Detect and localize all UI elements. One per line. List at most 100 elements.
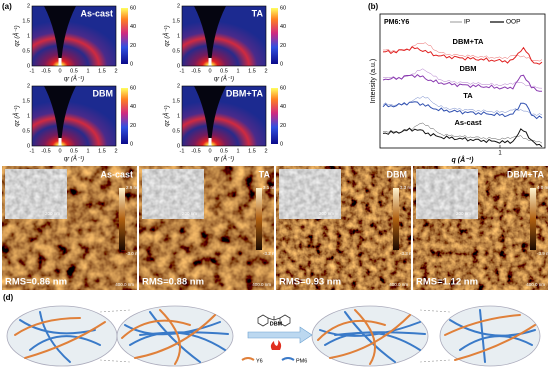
colorbar-max-label: 4.0 nm [537, 185, 550, 190]
y-tick-label: 1.5 [172, 98, 180, 104]
y-tick-label: 1.5 [172, 18, 180, 24]
x-tick-label: -0.5 [191, 68, 200, 74]
colorbar [121, 88, 128, 144]
giwaxs-image [32, 6, 116, 66]
scale-bar-label: 400.0 nm [252, 282, 271, 287]
x-axis-label: qr (Å⁻¹) [64, 76, 84, 83]
x-tick-label: 0 [58, 148, 61, 154]
x-tick-label: 2 [264, 68, 267, 74]
plot-frame [379, 13, 546, 149]
height-colorbar [119, 188, 125, 250]
x-axis-label: qr (Å⁻¹) [214, 76, 234, 83]
missing-wedge [44, 6, 76, 66]
x-tick-label: 0 [208, 68, 211, 74]
x-tick-label: 1.5 [248, 68, 256, 74]
height-colorbar [256, 188, 262, 250]
x-axis-label: q (Å⁻¹) [452, 155, 475, 164]
x-tick-label: -1 [30, 68, 35, 74]
beamstop [208, 138, 212, 146]
colorbar-tick-label: 0 [280, 141, 283, 147]
afm-phase-inset [142, 169, 204, 219]
colorbar-tick-label: 60 [280, 85, 286, 91]
sample-label: As-cast [100, 169, 133, 179]
curve-label: As-cast [454, 118, 482, 127]
colorbar-max-label: 3.3 nm [400, 185, 414, 190]
y-axis-label: Intensity (a.u.) [370, 59, 377, 103]
curve-label: DBM+TA [453, 37, 484, 46]
sample-label: DBM+TA [226, 88, 264, 98]
colorbar-tick-label: 20 [130, 123, 136, 129]
colorbar [271, 8, 278, 64]
x-tick-label: 0 [58, 68, 61, 74]
giwaxs-image [32, 86, 116, 146]
inset-scale-label: 200 nm [182, 211, 197, 216]
rms-label: RMS=0.93 nm [279, 277, 341, 288]
x-tick-label: 2 [114, 68, 117, 74]
afm-phase-inset [279, 169, 341, 219]
oop-curve [382, 46, 543, 65]
y-tick-label: 1.5 [22, 98, 30, 104]
x-tick-label: 1 [86, 68, 89, 74]
y-tick-label: 2 [177, 83, 180, 89]
sample-label: TA [259, 169, 271, 179]
y-tick-label: 0 [27, 63, 30, 69]
x-tick-label: 1 [236, 68, 239, 74]
colorbar-tick-label: 40 [130, 104, 136, 110]
plot-frame [181, 5, 267, 67]
y-tick-label: 0.5 [22, 48, 30, 54]
x-tick-label: 0 [208, 148, 211, 154]
y-axis-label: qz (Å⁻¹) [14, 105, 21, 126]
afm-phase-inset [5, 169, 67, 219]
x-tick-label: 0.5 [220, 148, 228, 154]
y-tick-label: 2 [27, 83, 30, 89]
x-tick-label: 1.5 [98, 148, 106, 154]
x-tick-label: 0.5 [70, 148, 78, 154]
y-tick-label: 0 [177, 143, 180, 149]
colorbar-tick-label: 20 [280, 123, 286, 129]
missing-wedge [194, 6, 226, 66]
x-axis-label: qr (Å⁻¹) [64, 156, 84, 163]
sample-label: DBM [387, 169, 408, 179]
y-tick-label: 0 [27, 143, 30, 149]
colorbar [121, 8, 128, 64]
plot-frame [181, 85, 267, 147]
y-tick-label: 1 [177, 33, 180, 39]
schematic [6, 305, 541, 367]
x-tick-label: 0.5 [70, 68, 78, 74]
x-tick-label: 1 [498, 151, 502, 157]
beamstop [58, 58, 62, 66]
legend-label: OOP [506, 19, 520, 26]
colorbar-min-label: -3.0 nm [126, 251, 142, 256]
scale-bar-label: 400.0 nm [115, 282, 134, 287]
y-tick-label: 1 [27, 33, 30, 39]
colorbar-tick-label: 20 [280, 43, 286, 49]
scale-bar-label: 400.0 nm [389, 282, 408, 287]
colorbar-tick-label: 40 [130, 24, 136, 30]
colorbar-tick-label: 40 [280, 104, 286, 110]
x-tick-label: 1 [86, 148, 89, 154]
oop-curve [382, 127, 543, 148]
giwaxs-image [182, 86, 266, 146]
colorbar-tick-label: 0 [130, 61, 133, 67]
y-tick-label: 1 [177, 113, 180, 119]
sample-label: As-cast [80, 8, 113, 18]
legend-label: PM6 [296, 358, 307, 364]
oop-curve [382, 101, 543, 120]
y-tick-label: 0 [177, 63, 180, 69]
oop-curve [382, 74, 543, 92]
rms-label: RMS=0.86 nm [5, 277, 67, 288]
y-tick-label: 1 [27, 113, 30, 119]
colorbar-tick-label: 60 [130, 5, 136, 11]
x-tick-label: -0.5 [41, 68, 50, 74]
y-axis-label: qz (Å⁻¹) [164, 25, 171, 46]
colorbar-max-label: 2.9 nm [126, 185, 140, 190]
colorbar-tick-label: 0 [130, 141, 133, 147]
colorbar-tick-label: 60 [280, 5, 286, 11]
y-tick-label: 2 [177, 3, 180, 9]
missing-wedge [194, 86, 226, 146]
colorbar [271, 88, 278, 144]
colorbar-min-label: -3.3 nm [400, 251, 416, 256]
beamstop [208, 58, 212, 66]
sample-label: PM6:Y6 [384, 19, 409, 26]
plot-frame [31, 85, 117, 147]
